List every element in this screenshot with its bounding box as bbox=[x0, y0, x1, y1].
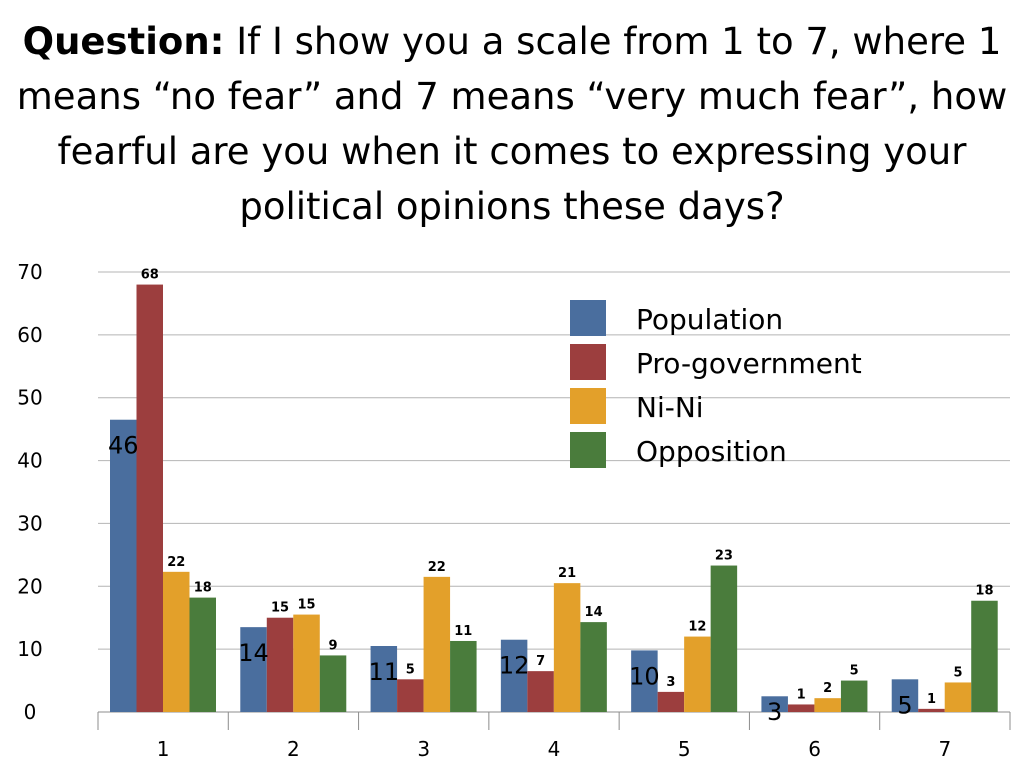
y-tick-label: 30 bbox=[17, 511, 42, 535]
data-label: 18 bbox=[194, 581, 212, 596]
legend-swatch bbox=[570, 344, 606, 380]
bar-population bbox=[500, 639, 528, 712]
bar-pro-government bbox=[397, 679, 424, 712]
bar-population bbox=[761, 696, 788, 712]
legend-label: Ni-Ni bbox=[636, 391, 704, 424]
data-label: 5 bbox=[406, 662, 415, 677]
bar-opposition bbox=[710, 565, 738, 712]
data-label: 1 bbox=[797, 687, 806, 702]
data-label: 7 bbox=[536, 654, 545, 669]
data-label: 1 bbox=[927, 692, 936, 707]
bar-pro-government bbox=[787, 704, 815, 712]
x-tick-label: 3 bbox=[417, 737, 430, 761]
data-label: 3 bbox=[767, 698, 782, 726]
bar-ni-ni bbox=[553, 583, 581, 712]
data-label: 3 bbox=[666, 675, 675, 690]
bar-pro-government bbox=[266, 617, 294, 712]
legend-label: Population bbox=[636, 303, 783, 336]
y-tick-label: 50 bbox=[17, 386, 42, 410]
y-tick-label: 20 bbox=[17, 574, 42, 598]
bar-pro-government bbox=[918, 708, 945, 712]
data-label: 21 bbox=[558, 566, 576, 581]
y-axis-ticks: 0 10 20 30 40 50 60 70 bbox=[17, 260, 42, 724]
data-label: 12 bbox=[688, 620, 706, 635]
bar-opposition bbox=[189, 597, 216, 712]
x-tick-label: 1 bbox=[157, 737, 170, 761]
x-tick-label: 5 bbox=[678, 737, 691, 761]
data-label: 11 bbox=[454, 624, 472, 639]
data-label: 14 bbox=[585, 605, 603, 620]
data-label: 23 bbox=[715, 549, 733, 564]
x-tick-label: 2 bbox=[287, 737, 300, 761]
bar-pro-government bbox=[657, 691, 685, 712]
x-axis-ticks: 1 2 3 4 5 6 7 bbox=[157, 737, 951, 761]
bar-ni-ni bbox=[944, 682, 972, 712]
bar-population bbox=[631, 650, 658, 712]
data-label: 11 bbox=[369, 658, 400, 686]
bar-opposition bbox=[450, 640, 477, 712]
data-label: 22 bbox=[428, 560, 446, 575]
bar-opposition bbox=[840, 680, 868, 712]
bar-population bbox=[240, 627, 267, 712]
bar-pro-government bbox=[527, 671, 554, 712]
y-tick-label: 40 bbox=[17, 449, 42, 473]
bar-population bbox=[891, 679, 919, 712]
data-label: 5 bbox=[897, 691, 912, 719]
x-tick-label: 4 bbox=[548, 737, 561, 761]
bar-population bbox=[370, 646, 398, 712]
bar-ni-ni bbox=[814, 698, 841, 712]
legend-swatch bbox=[570, 432, 606, 468]
legend-swatch bbox=[570, 388, 606, 424]
data-label: 15 bbox=[271, 601, 289, 616]
question-label: Question: bbox=[22, 20, 225, 63]
bar-ni-ni bbox=[163, 571, 190, 712]
bars bbox=[110, 284, 998, 712]
bar-ni-ni bbox=[684, 636, 711, 712]
data-label: 2 bbox=[823, 681, 832, 696]
data-label: 14 bbox=[238, 639, 269, 667]
x-tick-label: 6 bbox=[808, 737, 821, 761]
bar-pro-government bbox=[136, 284, 163, 712]
legend-swatch bbox=[570, 300, 606, 336]
y-tick-label: 10 bbox=[17, 637, 42, 661]
x-tick-label: 7 bbox=[938, 737, 951, 761]
bar-opposition bbox=[319, 655, 347, 712]
data-label: 9 bbox=[329, 638, 338, 653]
data-label: 68 bbox=[141, 268, 159, 283]
bar-ni-ni bbox=[293, 614, 320, 712]
legend: Population Pro-government Ni-Ni Opposition bbox=[570, 300, 862, 468]
data-label: 10 bbox=[629, 662, 660, 690]
data-label: 5 bbox=[953, 665, 962, 680]
data-label: 5 bbox=[850, 664, 859, 679]
y-tick-label: 60 bbox=[17, 323, 42, 347]
data-label: 12 bbox=[499, 652, 530, 680]
data-label: 18 bbox=[975, 584, 993, 599]
legend-label: Opposition bbox=[636, 435, 787, 468]
data-label: 22 bbox=[167, 555, 185, 570]
bar-ni-ni bbox=[423, 576, 451, 712]
question-text: Question: If I show you a scale from 1 t… bbox=[0, 14, 1024, 234]
bar-population bbox=[110, 419, 137, 712]
y-tick-label: 0 bbox=[24, 700, 37, 724]
y-tick-label: 70 bbox=[17, 260, 42, 284]
data-label: 46 bbox=[108, 432, 139, 460]
question-body: If I show you a scale from 1 to 7, where… bbox=[16, 20, 1008, 228]
legend-label: Pro-government bbox=[636, 347, 862, 380]
data-label: 15 bbox=[297, 598, 315, 613]
bar-opposition bbox=[580, 622, 607, 712]
bar-opposition bbox=[971, 600, 998, 712]
